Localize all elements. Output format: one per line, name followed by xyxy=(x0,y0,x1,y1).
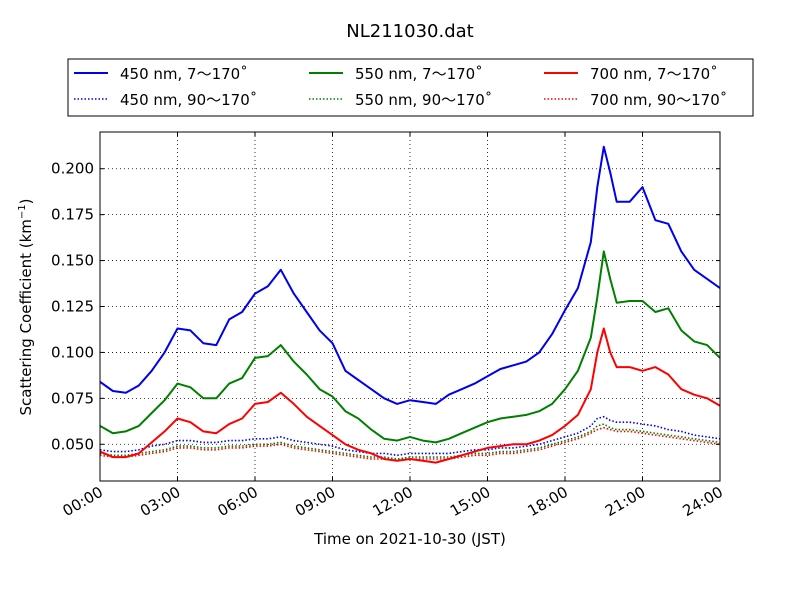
series-line xyxy=(99,250,721,444)
y-tick-label: 0.050 xyxy=(51,435,94,453)
y-tick-label: 0.150 xyxy=(51,252,94,270)
x-tick-label: 24:00 xyxy=(680,483,726,520)
y-tick-label: 0.075 xyxy=(51,389,94,407)
ticks: 00:00 03:00 06:00 09:00 12:00 15:00 18:00 21:00… xyxy=(51,132,726,520)
grid xyxy=(100,132,720,481)
legend-label: 450 nm, 90～170˚ xyxy=(120,91,257,109)
x-tick-label: 12:00 xyxy=(370,483,416,520)
x-tick-label: 00:00 xyxy=(60,483,106,520)
x-tick-label: 09:00 xyxy=(292,483,338,520)
series-line xyxy=(99,327,721,464)
x-tick-label: 03:00 xyxy=(137,483,183,520)
y-tick-label: 0.125 xyxy=(51,298,94,316)
y-axis-label: Scattering Coefficient (km−1) xyxy=(17,198,35,415)
series-line xyxy=(99,426,721,462)
legend-label: 550 nm, 7～170˚ xyxy=(355,65,483,83)
series-line xyxy=(99,415,721,457)
legend-label: 450 nm, 7～170˚ xyxy=(120,65,248,83)
x-tick-label: 18:00 xyxy=(525,483,571,520)
y-axis-label-close: ) xyxy=(17,198,35,204)
legend-label: 700 nm, 90～170˚ xyxy=(590,91,727,109)
y-tick-label: 0.200 xyxy=(51,160,94,178)
y-tick-label: 0.100 xyxy=(51,343,94,361)
y-axis-label-main: Scattering Coefficient (km xyxy=(17,219,35,415)
legend-label: 550 nm, 90～170˚ xyxy=(355,91,492,109)
x-axis-label: Time on 2021-10-30 (JST) xyxy=(313,530,506,548)
series-line xyxy=(99,145,721,405)
series-line xyxy=(99,423,721,460)
legend: 450 nm, 7～170˚ 550 nm, 7～170˚ 700 nm, 7～17… xyxy=(67,58,754,117)
x-tick-label: 21:00 xyxy=(602,483,648,520)
y-tick-label: 0.175 xyxy=(51,206,94,224)
y-axis-label-sup: −1 xyxy=(17,204,28,219)
x-tick-label: 06:00 xyxy=(215,483,261,520)
series-layer xyxy=(99,145,721,464)
chart-title: NL211030.dat xyxy=(346,21,473,42)
x-tick-label: 15:00 xyxy=(447,483,493,520)
legend-label: 700 nm, 7～170˚ xyxy=(590,65,718,83)
legend-box xyxy=(67,58,754,117)
